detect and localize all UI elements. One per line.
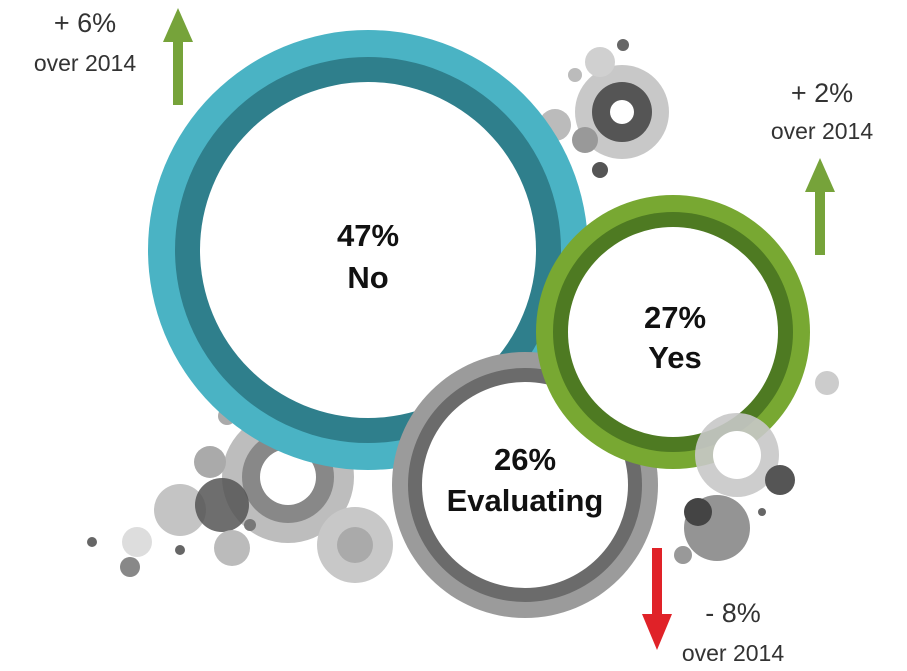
percent: 27%: [644, 300, 706, 335]
down-arrow: [642, 548, 672, 650]
label: No: [347, 260, 388, 295]
change-note: over 2014: [682, 640, 785, 666]
change: + 2%: [791, 78, 853, 108]
change-note: over 2014: [771, 118, 874, 144]
change: - 8%: [705, 598, 761, 628]
infographic: 47% No 27% Yes 26% Evaluating + 6% over …: [0, 0, 907, 671]
change-note: over 2014: [34, 50, 137, 76]
label: Yes: [648, 340, 701, 375]
change: + 6%: [54, 8, 116, 38]
label: Evaluating: [447, 483, 604, 518]
percent: 26%: [494, 442, 556, 477]
percent: 47%: [337, 218, 399, 253]
page: {"items": [ {"percent": "47%", "label": …: [0, 0, 907, 671]
